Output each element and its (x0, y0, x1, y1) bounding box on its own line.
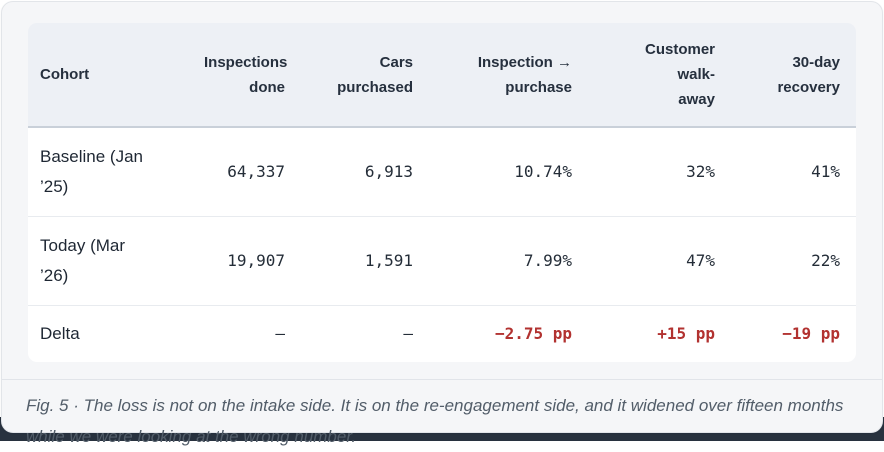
table-row-baseline: Baseline (Jan ’25) 64,337 6,913 10.74% 3… (28, 127, 856, 217)
cell-today-customer-walk-away: 47% (588, 216, 731, 306)
col-header-cohort: Cohort (28, 23, 188, 128)
table-row-delta: Delta – – −2.75 pp +15 pp −19 pp (28, 305, 856, 362)
cell-today-inspections-done: 19,907 (188, 216, 301, 306)
row-label-baseline: Baseline (Jan ’25) (28, 127, 188, 217)
cell-delta-30-day-recovery: −19 pp (731, 305, 856, 362)
cell-baseline-inspections-done: 64,337 (188, 127, 301, 217)
cell-today-30-day-recovery: 22% (731, 216, 856, 306)
cell-baseline-30-day-recovery: 41% (731, 127, 856, 217)
cell-baseline-inspection-to-purchase: 10.74% (429, 127, 588, 217)
cell-today-cars-purchased: 1,591 (301, 216, 429, 306)
col-header-customer-walk-away: Customer walk- away (588, 23, 731, 128)
cell-today-inspection-to-purchase: 7.99% (429, 216, 588, 306)
cohort-table: Cohort Inspections done Cars purchased I… (28, 23, 856, 362)
row-label-delta: Delta (28, 305, 188, 362)
cohort-table-container: Cohort Inspections done Cars purchased I… (28, 23, 856, 362)
col-header-inspection-to-purchase: Inspection → purchase (429, 23, 588, 128)
cell-baseline-customer-walk-away: 32% (588, 127, 731, 217)
cell-delta-customer-walk-away: +15 pp (588, 305, 731, 362)
col-header-cars-purchased: Cars purchased (301, 23, 429, 128)
cell-baseline-cars-purchased: 6,913 (301, 127, 429, 217)
row-label-today: Today (Mar ’26) (28, 216, 188, 306)
cell-delta-inspections-done: – (188, 305, 301, 362)
table-header-row: Cohort Inspections done Cars purchased I… (28, 23, 856, 128)
cell-delta-inspection-to-purchase: −2.75 pp (429, 305, 588, 362)
figure-caption: Fig. 5 · The loss is not on the intake s… (2, 379, 882, 452)
col-header-30-day-recovery: 30-day recovery (731, 23, 856, 128)
col-header-inspections-done: Inspections done (188, 23, 301, 128)
cell-delta-cars-purchased: – (301, 305, 429, 362)
table-row-today: Today (Mar ’26) 19,907 1,591 7.99% 47% 2… (28, 216, 856, 306)
